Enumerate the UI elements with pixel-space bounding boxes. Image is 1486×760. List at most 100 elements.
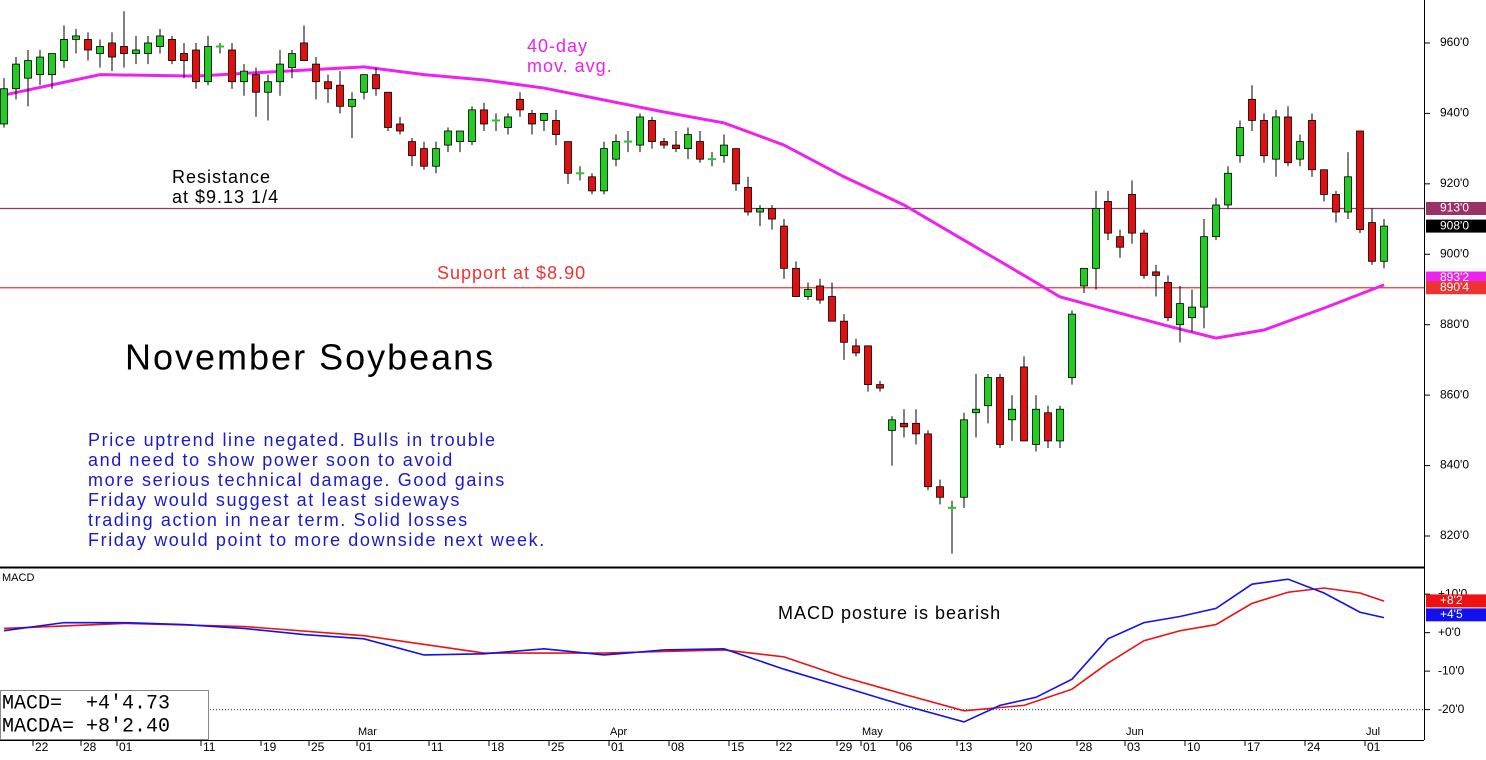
candle-body xyxy=(108,42,116,58)
comment-line: Friday would point to more downside next… xyxy=(88,530,546,550)
candle-body xyxy=(396,123,404,132)
month-label: Apr xyxy=(610,726,627,738)
candle-body xyxy=(1176,303,1184,326)
support-badge-text: 890'4 xyxy=(1440,280,1469,294)
x-tick-label: 17 xyxy=(1247,740,1261,754)
x-tick-label: 28 xyxy=(1079,740,1093,754)
macd-badge xyxy=(1426,594,1486,608)
x-tick-label: 01 xyxy=(359,740,373,754)
candle-body xyxy=(132,49,140,54)
month-label: Jul xyxy=(1366,726,1380,738)
last-badge-text: 908'0 xyxy=(1440,218,1469,232)
candle-body xyxy=(984,377,992,407)
macd-note: MACD posture is bearish xyxy=(778,603,1001,623)
candle-body xyxy=(1332,193,1340,213)
candle-body xyxy=(792,267,800,297)
candle-body xyxy=(408,141,416,157)
candle-body xyxy=(444,130,452,146)
x-tick-label: 19 xyxy=(263,740,277,754)
candle-body xyxy=(1056,408,1064,442)
x-tick-label: 03 xyxy=(1127,740,1141,754)
comment-line: Price uptrend line negated. Bulls in tro… xyxy=(88,430,497,450)
readout: MACD= +4'4.73 xyxy=(2,692,170,715)
last-badge xyxy=(1426,219,1486,233)
y-tick-label: 880'0 xyxy=(1440,317,1469,331)
candle-body xyxy=(84,39,92,51)
candle-body xyxy=(900,422,908,428)
comment-line: and need to show power soon to avoid xyxy=(88,450,454,470)
ma-badge-text: 893'2 xyxy=(1440,270,1469,284)
candle-body xyxy=(768,208,776,220)
candle-body xyxy=(1068,313,1076,378)
candle-body xyxy=(456,130,464,142)
candle-body xyxy=(1212,204,1220,238)
candle-body xyxy=(996,377,1004,445)
x-tick-label: 22 xyxy=(779,740,793,754)
candle-body xyxy=(360,74,368,93)
comment-line: Friday would suggest at least sideways xyxy=(88,490,461,510)
candle-body xyxy=(888,419,896,431)
candle-body xyxy=(732,148,740,185)
x-tick-label: 18 xyxy=(491,740,505,754)
candle-body xyxy=(804,289,812,297)
y-tick-label: +0'0 xyxy=(1438,625,1461,639)
candle-body xyxy=(876,384,884,389)
candle-body xyxy=(1020,366,1028,442)
resistance-label: Resistance xyxy=(172,167,271,187)
candle-body xyxy=(120,46,128,54)
x-tick-label: 06 xyxy=(899,740,913,754)
candle-body xyxy=(972,408,980,414)
moving-average xyxy=(3,65,1385,340)
candle-body xyxy=(1296,141,1304,160)
candle-body xyxy=(324,81,332,90)
candle-body xyxy=(816,285,824,301)
candle-body xyxy=(636,116,644,146)
candle-body xyxy=(60,39,68,61)
candle-body xyxy=(1044,412,1052,442)
y-tick-label: 820'0 xyxy=(1440,528,1469,542)
y-tick-label: 860'0 xyxy=(1440,387,1469,401)
candle-body xyxy=(312,63,320,83)
candle-body xyxy=(372,74,380,90)
macd-line xyxy=(3,578,1385,723)
y-tick-label: 900'0 xyxy=(1440,246,1469,260)
candle-body xyxy=(1368,222,1376,262)
readout: MACDA= +8'2.40 xyxy=(2,715,170,738)
candle-body xyxy=(840,320,848,343)
comment-line: more serious technical damage. Good gain… xyxy=(88,470,506,490)
candle-body xyxy=(144,42,152,54)
candle-body xyxy=(648,120,656,142)
macd-title: MACD xyxy=(2,572,34,584)
candle-body xyxy=(180,53,188,61)
candle-body xyxy=(936,486,944,498)
candle-body xyxy=(1356,130,1364,231)
y-tick-label: -10'0 xyxy=(1438,663,1465,677)
candle-body xyxy=(252,74,260,93)
month-label: Mar xyxy=(358,726,377,738)
candle-body xyxy=(36,56,44,76)
y-tick-label: 920'0 xyxy=(1440,176,1469,190)
candle-body xyxy=(1188,306,1196,319)
resistance-badge-text: 913'0 xyxy=(1440,201,1469,215)
y-tick-label: -20'0 xyxy=(1438,702,1465,716)
candle-body xyxy=(720,144,728,157)
candle-body xyxy=(1380,225,1388,262)
candle-body xyxy=(1092,208,1100,269)
candle-body xyxy=(12,63,20,90)
comment-line: trading action in near term. Solid losse… xyxy=(88,510,469,530)
x-tick-label: 01 xyxy=(119,740,133,754)
x-tick-label: 15 xyxy=(731,740,745,754)
candle-body xyxy=(204,46,212,83)
candle-body xyxy=(1116,236,1124,248)
candle-body xyxy=(780,225,788,269)
month-label: May xyxy=(862,726,883,738)
x-tick-label: 08 xyxy=(671,740,685,754)
candle-body xyxy=(600,148,608,192)
candle-body xyxy=(744,186,752,213)
candle-body xyxy=(864,345,872,385)
candle-body xyxy=(24,60,32,79)
resistance-label: at $9.13 1/4 xyxy=(172,187,279,207)
candle-body xyxy=(1236,127,1244,157)
